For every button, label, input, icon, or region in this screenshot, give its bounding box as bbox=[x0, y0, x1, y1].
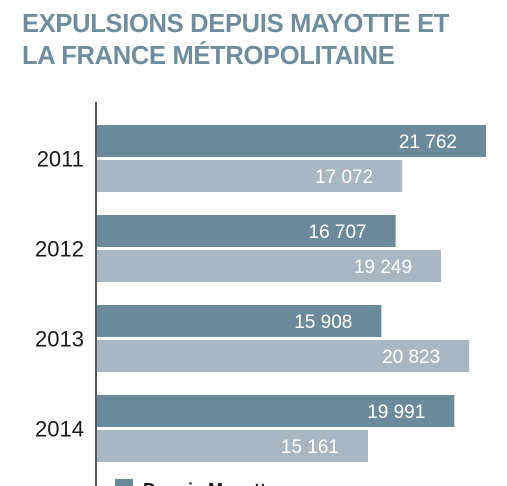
legend-label-series-1: Depuis Mayotte bbox=[143, 480, 276, 486]
category-label-2011: 2011 bbox=[37, 147, 84, 172]
bar-2014-series-2 bbox=[97, 430, 369, 462]
value-label-2011-series-1: 21 762 bbox=[399, 132, 457, 153]
chart-title-line-1: EXPULSIONS DEPUIS MAYOTTE ET bbox=[22, 10, 450, 38]
chart-title: EXPULSIONS DEPUIS MAYOTTE ET LA FRANCE M… bbox=[22, 8, 502, 72]
bar-2013-series-2 bbox=[97, 340, 470, 372]
bars-layer bbox=[97, 125, 486, 462]
bar-2014-series-1 bbox=[97, 395, 455, 427]
value-label-2012-series-1: 16 707 bbox=[309, 222, 367, 243]
category-label-2014: 2014 bbox=[35, 417, 84, 442]
value-label-2012-series-2: 19 249 bbox=[354, 257, 412, 278]
bar-2013-series-1 bbox=[97, 305, 382, 337]
value-label-2013-series-2: 20 823 bbox=[382, 347, 440, 368]
value-label-2011-series-2: 17 072 bbox=[315, 167, 373, 188]
bar-2011-series-2 bbox=[97, 160, 403, 192]
category-label-2013: 2013 bbox=[35, 327, 84, 352]
category-label-2012: 2012 bbox=[35, 237, 84, 262]
labels-layer: 21 762 17 072 2011 16 707 19 249 2012 15 908 20… bbox=[35, 132, 457, 458]
value-label-2013-series-1: 15 908 bbox=[294, 312, 352, 333]
value-label-2014-series-1: 19 991 bbox=[367, 402, 425, 423]
legend-swatch-series-1 bbox=[115, 479, 133, 486]
chart-title-line-2: LA FRANCE MÉTROPOLITAINE bbox=[22, 42, 395, 70]
bar-2012-series-1 bbox=[97, 215, 396, 247]
bar-2011-series-1 bbox=[97, 125, 486, 157]
value-label-2014-series-2: 15 161 bbox=[281, 437, 339, 458]
legend: Depuis Mayotte bbox=[115, 479, 276, 486]
bar-2012-series-2 bbox=[97, 250, 442, 282]
